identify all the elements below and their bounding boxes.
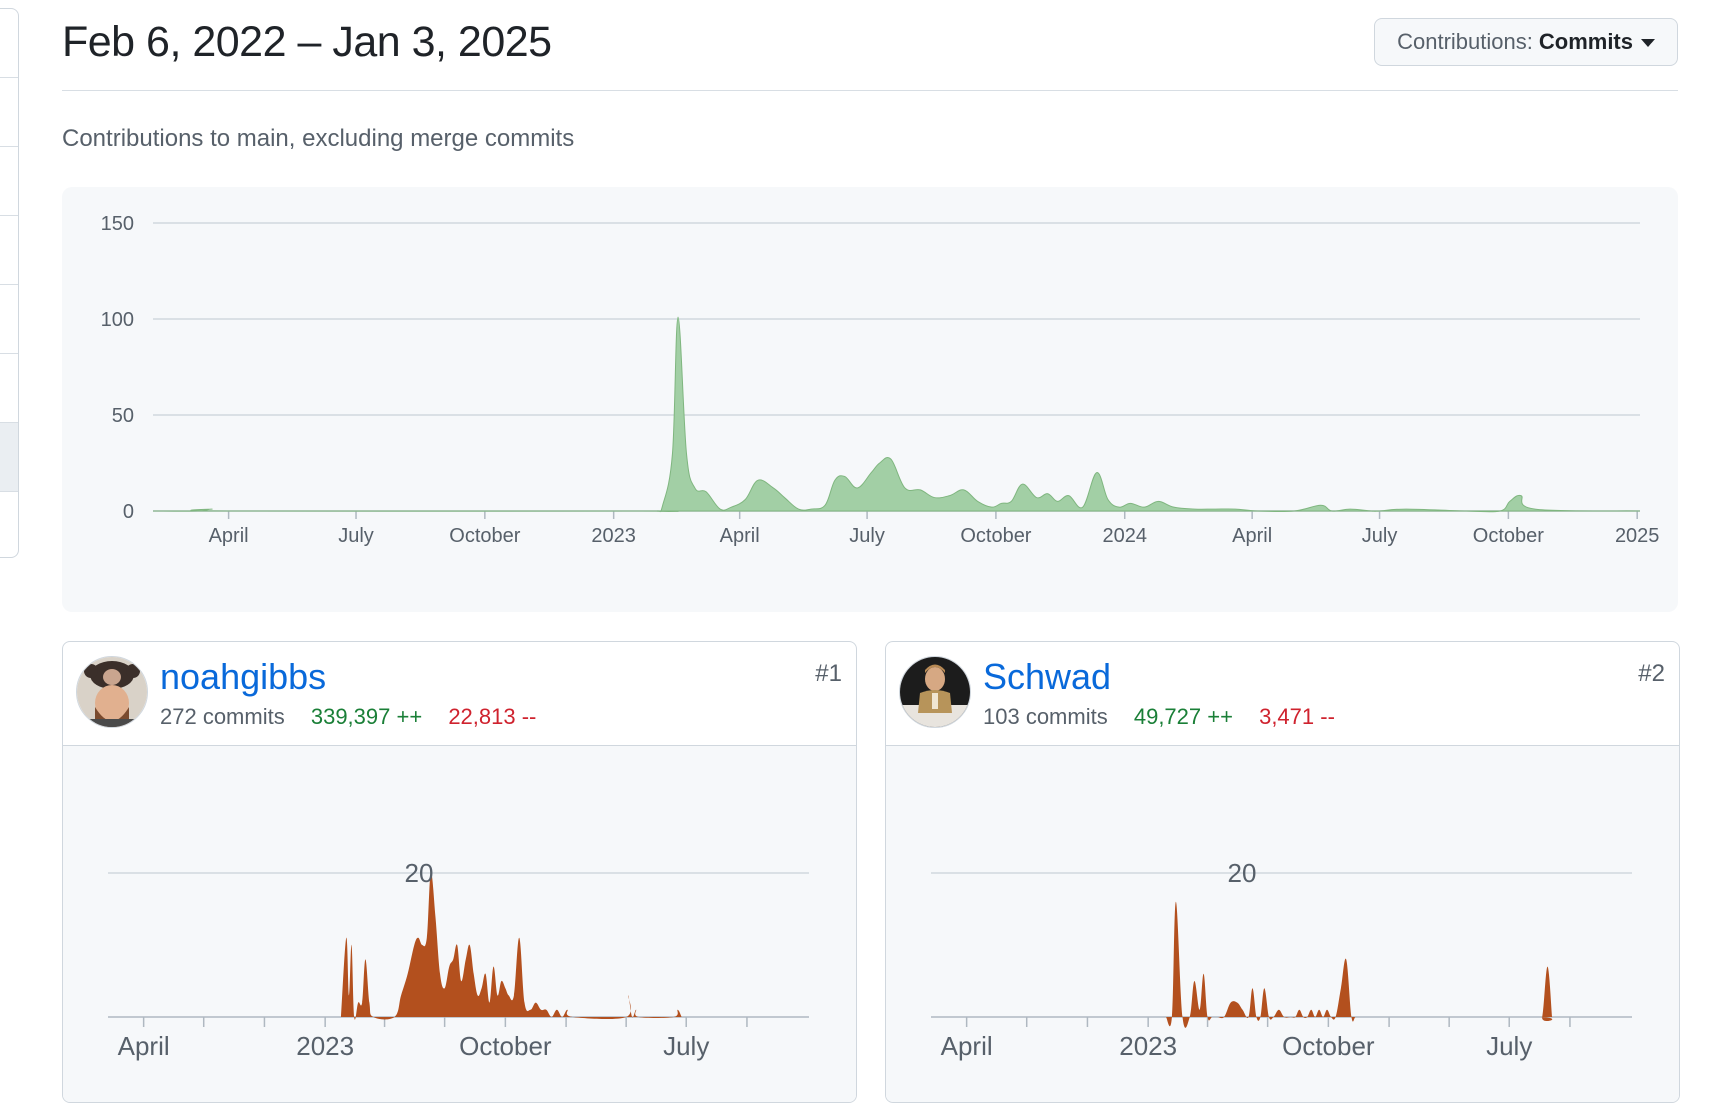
commit-count[interactable]: 103 commits (983, 704, 1108, 729)
contributor-card-2: Schwad 103 commits 49,727 ++ 3,471 -- #2… (885, 641, 1680, 1103)
x-tick-label: 2023 (1119, 1031, 1177, 1061)
y-tick-label: 20 (405, 858, 434, 888)
side-navigation-list (0, 8, 19, 558)
side-nav-item[interactable] (0, 354, 18, 423)
contributor-username-link[interactable]: noahgibbs (160, 656, 326, 698)
contributor-chart-area: April 2023 October July 20 (886, 746, 1679, 1102)
x-tick-label: April (118, 1031, 170, 1061)
side-nav-item-active[interactable] (0, 423, 18, 492)
y-tick-label: 50 (112, 405, 134, 427)
commit-count[interactable]: 272 commits (160, 704, 285, 729)
x-tick-label: October (1282, 1031, 1375, 1061)
contributor-chart-area: April 2023 October July 20 (63, 746, 856, 1102)
x-tick-label: July (663, 1031, 709, 1061)
side-nav-item[interactable] (0, 285, 18, 354)
contributor-card-header: noahgibbs 272 commits 339,397 ++ 22,813 … (63, 642, 856, 746)
deletions-count: 3,471 -- (1259, 704, 1335, 729)
side-nav-item[interactable] (0, 492, 18, 560)
x-tick-label: April (941, 1031, 993, 1061)
contributors-header: Feb 6, 2022 – Jan 3, 2025 Contributions:… (62, 0, 1678, 91)
chart-description: Contributions to main, excluding merge c… (62, 125, 574, 153)
contributions-type-dropdown[interactable]: Contributions: Commits (1374, 18, 1678, 66)
side-nav-item[interactable] (0, 9, 18, 78)
x-tick-label: April (720, 525, 760, 547)
x-tick-label: October (1473, 525, 1544, 547)
side-nav-item[interactable] (0, 147, 18, 216)
overall-contributions-svg: 0 50 100 150 April July October 2023 April July Oc… (62, 187, 1678, 612)
avatar-noahgibbs-image (77, 657, 147, 727)
x-tick-label: 2025 (1615, 525, 1660, 547)
x-tick-label: October (459, 1031, 552, 1061)
contributor-avatar[interactable] (899, 656, 971, 728)
overall-contributions-chart: 0 50 100 150 April July October 2023 April July Oc… (62, 187, 1678, 612)
caret-down-icon (1641, 39, 1655, 47)
x-tick-label: 2023 (591, 525, 636, 547)
series-area (1166, 902, 1552, 1028)
contributor-2-chart-svg: April 2023 October July 20 (886, 746, 1679, 1102)
additions-count: 49,727 ++ (1134, 704, 1233, 729)
contributor-card-1: noahgibbs 272 commits 339,397 ++ 22,813 … (62, 641, 857, 1103)
x-tick-label: July (849, 525, 885, 547)
dropdown-selected-value: Commits (1539, 29, 1633, 55)
side-nav-item[interactable] (0, 78, 18, 147)
series-area (341, 873, 682, 1020)
contributor-stats: 272 commits 339,397 ++ 22,813 -- (160, 704, 556, 730)
x-tick-label: July (1486, 1031, 1532, 1061)
date-range-title: Feb 6, 2022 – Jan 3, 2025 (62, 18, 552, 67)
contributor-avatar[interactable] (76, 656, 148, 728)
avatar-schwad-image (900, 657, 970, 727)
y-tick-label: 0 (123, 501, 134, 523)
x-tick-label: July (338, 525, 374, 547)
contributor-username-link[interactable]: Schwad (983, 656, 1111, 698)
dropdown-label: Contributions: (1397, 29, 1533, 55)
x-tick-label: April (1232, 525, 1272, 547)
y-tick-label: 150 (101, 213, 134, 235)
x-tick-label: October (960, 525, 1031, 547)
additions-count: 339,397 ++ (311, 704, 422, 729)
contributor-card-header: Schwad 103 commits 49,727 ++ 3,471 -- #2 (886, 642, 1679, 746)
x-tick-label: 2024 (1102, 525, 1147, 547)
x-tick-label: July (1362, 525, 1398, 547)
y-tick-label: 100 (101, 309, 134, 331)
contributor-1-chart-svg: April 2023 October July 20 (63, 746, 856, 1102)
contributor-rank: #1 (815, 660, 842, 688)
contributor-stats: 103 commits 49,727 ++ 3,471 -- (983, 704, 1355, 730)
contributor-rank: #2 (1638, 660, 1665, 688)
side-nav-item[interactable] (0, 216, 18, 285)
y-tick-label: 20 (1228, 858, 1257, 888)
x-tick-label: April (209, 525, 249, 547)
x-tick-label: October (449, 525, 520, 547)
deletions-count: 22,813 -- (448, 704, 536, 729)
x-tick-label: 2023 (296, 1031, 354, 1061)
